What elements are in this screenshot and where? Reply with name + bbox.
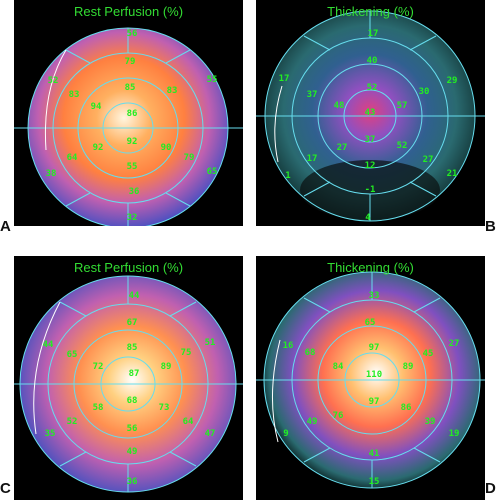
segment-value: 27: [422, 155, 434, 165]
segment-value: 44: [42, 340, 54, 350]
panel-title: Rest Perfusion (%): [73, 4, 184, 19]
segment-value: 51: [204, 338, 216, 348]
segment-value: 58: [92, 403, 104, 413]
segment-value: 75: [180, 348, 192, 358]
segment-value: 1: [285, 171, 291, 181]
segment-value: 43: [364, 108, 376, 118]
segment-value: 67: [126, 318, 138, 328]
segment-value: 16: [282, 341, 294, 351]
segment-value: 17: [367, 29, 379, 39]
polar-map-a: [14, 27, 243, 226]
segment-value: 94: [90, 102, 102, 112]
segment-value: 87: [128, 369, 140, 379]
segment-value: 85: [124, 83, 136, 93]
segment-value: 65: [364, 318, 376, 328]
segment-value: 33: [368, 291, 380, 301]
segment-value: 52: [66, 417, 78, 427]
segment-value: 64: [66, 153, 78, 163]
segment-value: 110: [365, 370, 383, 380]
segment-value: 35: [44, 429, 56, 439]
segment-value: 79: [124, 57, 136, 67]
segment-value: 52: [47, 76, 59, 86]
segment-value: 17: [278, 74, 290, 84]
segment-value: 97: [368, 343, 380, 353]
segment-value: 32: [126, 213, 138, 223]
segment-value: 86: [400, 403, 412, 413]
panel-letter-b: B: [485, 218, 496, 235]
segment-value: 83: [68, 90, 80, 100]
segment-value: 56: [126, 424, 138, 434]
segment-value: 41: [368, 449, 380, 459]
polar-map-d: [256, 271, 485, 489]
segment-value: 49: [306, 417, 318, 427]
segment-value: 92: [92, 143, 104, 153]
segment-value: 76: [332, 411, 344, 421]
segment-value: 37: [306, 90, 318, 100]
segment-value: 36: [126, 477, 138, 487]
polar-map-c: [14, 275, 243, 493]
panel-c-rest-perfusion: Rest Perfusion (%) 44 67 85 75 51 44 65 …: [14, 256, 243, 500]
segment-value: 55: [126, 162, 138, 172]
segment-value: 30: [418, 87, 430, 97]
segment-value: 89: [160, 362, 172, 372]
segment-value: 57: [396, 101, 408, 111]
segment-value: 48: [333, 101, 345, 111]
segment-value: 38: [45, 169, 57, 179]
segment-value: 65: [206, 167, 218, 177]
segment-value: 84: [332, 362, 344, 372]
segment-value: 64: [182, 417, 194, 427]
segment-value: 92: [126, 137, 138, 147]
segment-value: 52: [366, 83, 378, 93]
segment-value: 17: [306, 154, 318, 164]
segment-value: 45: [422, 349, 434, 359]
segment-value: 55: [206, 75, 218, 85]
segment-value: 9: [283, 429, 289, 439]
segment-value: -1: [364, 185, 376, 195]
segment-value: 85: [126, 343, 138, 353]
segment-value: 27: [336, 143, 348, 153]
segment-value: 19: [448, 429, 460, 439]
segment-value: 37: [364, 135, 376, 145]
polar-map-b: [256, 10, 485, 222]
segment-value: 89: [402, 362, 414, 372]
segment-value: 40: [366, 56, 378, 66]
panel-title: Thickening (%): [327, 260, 414, 275]
segment-value: 27: [448, 339, 460, 349]
segment-value: 52: [396, 141, 408, 151]
segment-value: 83: [166, 86, 178, 96]
panel-title: Rest Perfusion (%): [73, 260, 184, 275]
segment-value: 56: [126, 29, 138, 39]
segment-value: 44: [128, 291, 140, 301]
segment-value: 68: [304, 348, 316, 358]
segment-value: 29: [446, 76, 458, 86]
segment-value: 4: [365, 213, 371, 223]
segment-value: 90: [160, 143, 172, 153]
panel-b-thickening: Thickening (%) 17 40 52 43 30 29 17 37 4…: [256, 0, 485, 226]
segment-value: 39: [424, 417, 436, 427]
panel-title: Thickening (%): [327, 4, 414, 19]
segment-value: 47: [204, 429, 216, 439]
panel-letter-a: A: [0, 218, 11, 235]
segment-value: 36: [128, 187, 140, 197]
panel-a-rest-perfusion: Rest Perfusion (%) 56 79 85 86 83 55 52 …: [14, 0, 243, 226]
segment-value: 65: [66, 350, 78, 360]
segment-value: 79: [183, 153, 195, 163]
segment-value: 86: [126, 109, 138, 119]
segment-value: 73: [158, 403, 170, 413]
segment-value: 15: [368, 477, 380, 487]
panel-letter-c: C: [0, 480, 11, 497]
panel-d-thickening: Thickening (%) 33 65 97 45 27 16 68 84 1…: [256, 256, 485, 500]
segment-value: 21: [446, 169, 458, 179]
segment-value: 68: [126, 396, 138, 406]
panel-letter-d: D: [485, 480, 496, 497]
segment-value: 12: [364, 161, 376, 171]
segment-value: 97: [368, 397, 380, 407]
segment-value: 72: [92, 362, 104, 372]
segment-value: 49: [126, 447, 138, 457]
